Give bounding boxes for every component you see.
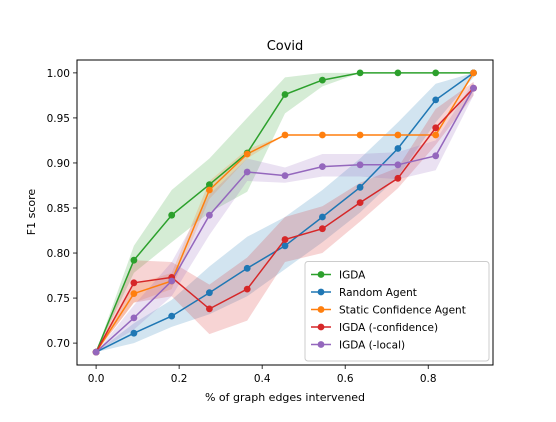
point-static-confidence-agent [243,150,251,158]
legend-label-igda: IGDA [339,270,366,282]
point-igda-local [470,84,477,92]
point-igda-local [394,161,402,169]
point-static-confidence-agent [432,131,440,139]
point-static-confidence-agent [394,131,402,139]
point-igda-confidence [356,199,364,207]
point-random-agent [432,96,440,104]
band-random-agent [96,72,474,353]
point-igda-confidence [281,236,289,243]
point-igda-confidence [432,124,440,132]
point-random-agent [206,289,213,297]
point-igda-local [168,277,176,285]
band-igda-confidence [96,81,474,353]
y-tick-label: 0.80 [47,248,70,260]
point-igda-local [243,168,251,176]
chart-title: Covid [267,39,304,54]
legend-label-igda-local: IGDA (-local) [339,340,405,352]
point-igda-local [92,348,100,356]
point-igda-local [206,211,213,219]
point-igda-confidence [319,225,326,233]
plot-frame [76,59,494,366]
point-static-confidence-agent [206,186,213,194]
y-axis-ticks: 0.70 0.75 0.80 0.85 0.90 0.95 1.00 [47,68,77,350]
point-igda-local [130,314,138,322]
point-igda [356,69,364,77]
y-tick-label: 1.00 [47,68,70,80]
point-igda [130,256,138,264]
point-random-agent [394,145,402,152]
y-tick-label: 0.75 [47,293,70,305]
point-igda [206,181,213,189]
point-random-agent [319,213,326,221]
point-igda [281,91,289,98]
point-random-agent [168,312,176,320]
legend-label-igda-confidence: IGDA (-confidence) [339,322,438,334]
y-tick-label: 0.70 [47,338,70,350]
point-random-agent [243,264,251,272]
x-tick-label: 0.6 [337,373,354,385]
legend-marker-igda [317,271,325,278]
series-markers [92,69,477,356]
point-igda [432,69,440,77]
y-tick-label: 0.95 [47,113,70,125]
point-igda [168,211,176,219]
legend-marker-static-confidence-agent [317,306,325,313]
x-axis-label: % of graph edges intervened [205,391,365,404]
legend-label-random-agent: Random Agent [339,287,417,299]
point-random-agent [281,242,289,250]
point-igda [319,76,326,84]
point-igda-confidence [394,174,402,182]
point-igda [394,69,402,77]
point-static-confidence-agent [356,131,364,139]
point-igda-local [281,172,289,180]
point-static-confidence-agent [130,290,138,297]
point-igda-local [432,152,440,160]
point-igda-confidence [243,285,251,293]
x-axis-ticks: 0.0 0.2 0.4 0.6 0.8 [88,365,437,385]
point-static-confidence-agent [319,131,326,139]
point-igda-confidence [206,305,213,313]
legend-marker-igda-confidence [317,323,325,331]
y-axis-label: F1 score [25,189,38,236]
legend-marker-igda-local [317,341,325,348]
y-tick-label: 0.85 [47,203,70,215]
legend: IGDA Random Agent Static Confidence Agent I… [304,261,490,362]
x-tick-label: 0.0 [88,373,105,385]
legend-marker-random-agent [317,288,325,296]
point-random-agent [130,329,138,337]
point-igda-local [319,163,326,171]
legend-box [304,261,490,362]
point-igda-local [356,161,364,169]
legend-label-static-confidence-agent: Static Confidence Agent [339,305,466,317]
point-static-confidence-agent [281,131,289,139]
point-static-confidence-agent [470,69,477,77]
y-tick-label: 0.90 [47,158,70,170]
point-igda-confidence [130,279,138,287]
x-tick-label: 0.8 [420,373,437,385]
point-random-agent [356,183,364,191]
x-tick-label: 0.4 [254,373,271,385]
x-tick-label: 0.2 [171,373,188,385]
band-igda-local [96,81,474,353]
